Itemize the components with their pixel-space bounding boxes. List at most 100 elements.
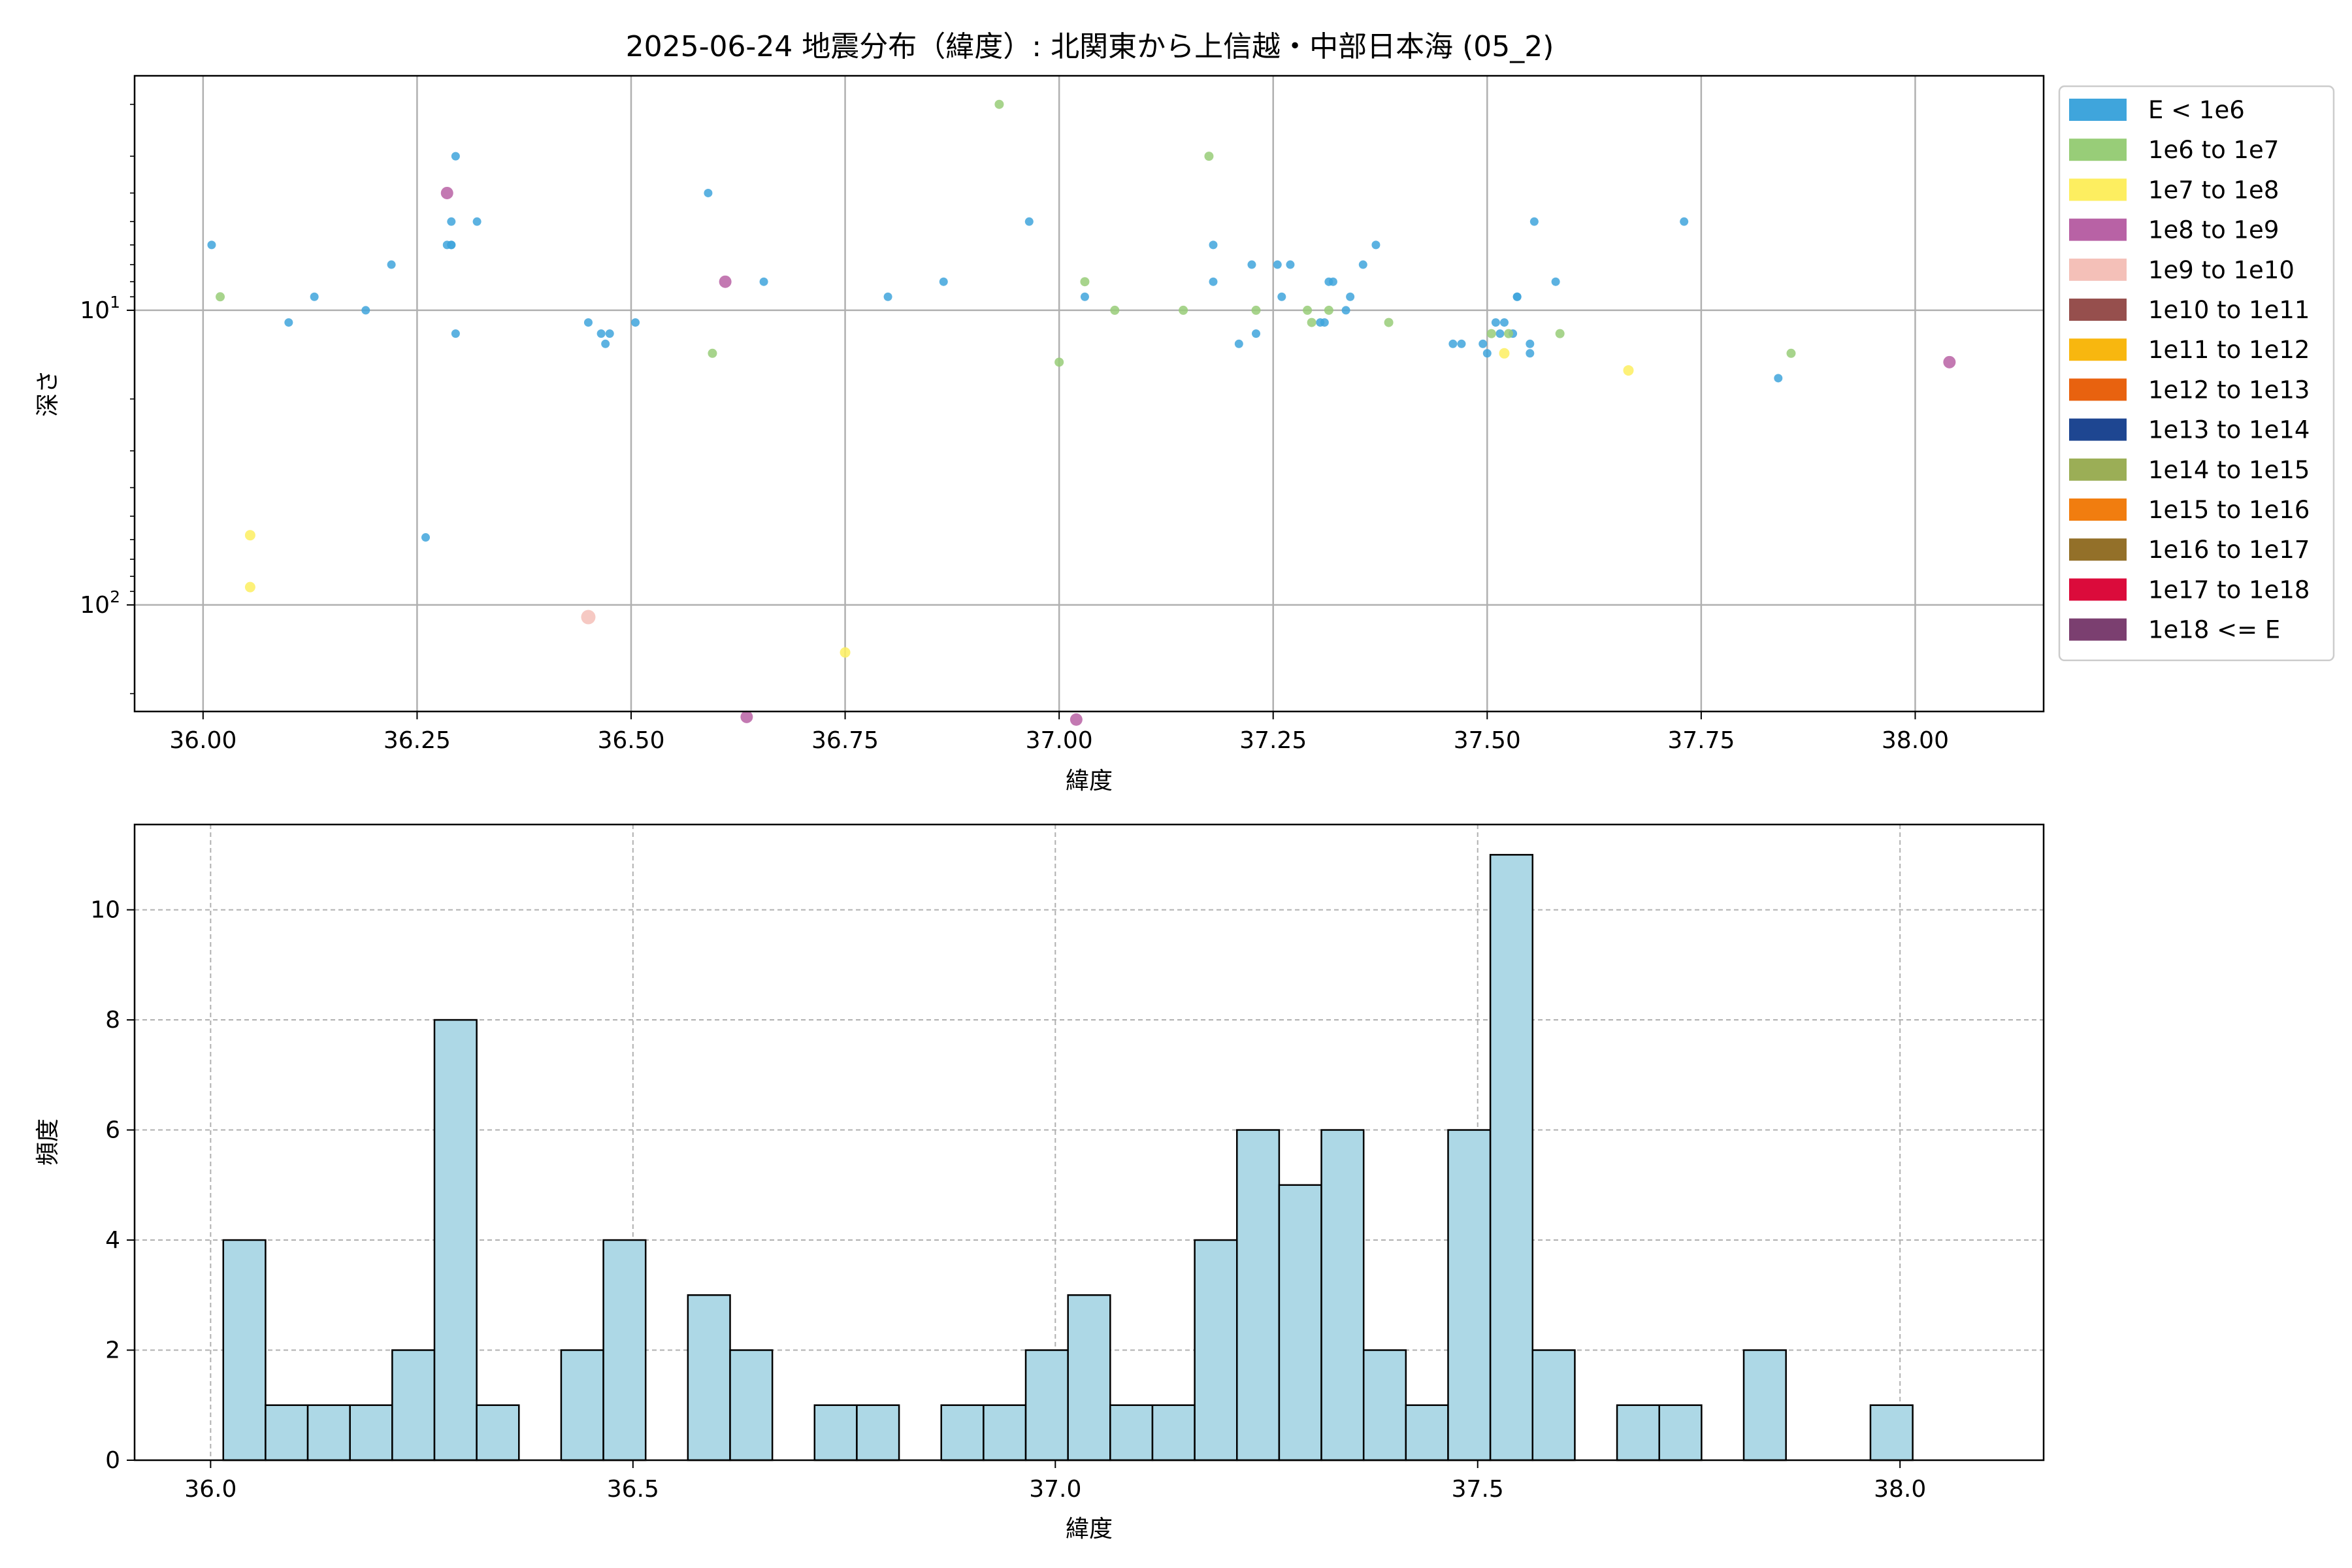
scatter-plot-frame — [133, 74, 2045, 713]
scatter-point — [1500, 318, 1509, 327]
legend-swatch — [2069, 458, 2127, 481]
scatter-point — [244, 581, 255, 593]
legend-swatch — [2069, 418, 2127, 441]
scatter-point — [1277, 292, 1286, 301]
scatter-x-tick-label: 37.25 — [1239, 727, 1307, 754]
scatter-point — [1486, 329, 1496, 338]
histogram-bar — [1024, 1349, 1069, 1462]
histogram-x-tick-label: 36.0 — [184, 1476, 237, 1503]
scatter-point — [1080, 292, 1089, 301]
histogram-bar — [687, 1294, 731, 1462]
scatter-x-axis-label: 緯度 — [1066, 768, 1113, 794]
histogram-y-tick-label: 6 — [105, 1117, 120, 1144]
histogram-bar — [1362, 1349, 1407, 1462]
histogram-bars — [222, 854, 1914, 1462]
scatter-point — [207, 240, 216, 250]
scatter-point — [1234, 339, 1243, 348]
scatter-point — [1478, 339, 1488, 348]
legend-label: 1e7 to 1e8 — [2148, 176, 2279, 204]
histogram-y-tick-label: 4 — [105, 1227, 120, 1254]
histogram-y-axis-label: 頻度 — [35, 1119, 61, 1166]
legend-swatch — [2069, 99, 2127, 121]
histogram-bar — [222, 1239, 267, 1462]
histogram-y-ticks: 0 2 4 6 8 10 — [90, 897, 135, 1474]
scatter-x-tick-label: 36.50 — [597, 727, 664, 754]
histogram-bar — [1447, 1129, 1492, 1462]
scatter-point — [583, 318, 593, 327]
histogram-bar — [1658, 1404, 1703, 1462]
scatter-point — [1054, 357, 1064, 367]
scatter-point — [740, 710, 753, 723]
histogram-bar — [602, 1239, 647, 1462]
scatter-point — [1491, 318, 1500, 327]
histogram-x-tick-label: 36.5 — [607, 1476, 659, 1503]
histogram-bar — [1489, 854, 1534, 1462]
histogram-bar — [1109, 1404, 1154, 1462]
scatter-point — [581, 610, 596, 625]
histogram-bar — [813, 1404, 858, 1462]
histogram-x-tick-label: 38.0 — [1874, 1476, 1926, 1503]
scatter-point — [1504, 329, 1514, 338]
histogram-bar — [1236, 1129, 1281, 1462]
scatter-y-tick-label: 102 — [80, 587, 120, 619]
legend-swatch — [2069, 299, 2127, 321]
histogram-bar — [1405, 1404, 1449, 1462]
scatter-y-tick-label: 101 — [80, 293, 120, 324]
legend-box — [2058, 85, 2335, 662]
scatter-point — [1179, 305, 1188, 315]
scatter-point — [883, 292, 892, 301]
scatter-point — [447, 217, 456, 226]
scatter-point — [216, 292, 225, 302]
scatter-point — [605, 329, 614, 338]
histogram-y-tick-label: 2 — [105, 1337, 120, 1364]
scatter-point — [1303, 305, 1313, 315]
legend-label: E < 1e6 — [2148, 96, 2245, 124]
histogram-bar — [476, 1404, 520, 1462]
legend-swatch — [2069, 218, 2127, 241]
scatter-x-tick-label: 36.75 — [811, 727, 879, 754]
scatter-point — [596, 329, 606, 338]
scatter-point — [1529, 217, 1539, 226]
histogram-bar — [560, 1349, 604, 1462]
scatter-point — [1247, 260, 1256, 269]
histogram-bar — [1194, 1239, 1238, 1462]
scatter-point — [387, 260, 396, 269]
legend-swatch — [2069, 578, 2127, 601]
histogram-y-tick-label: 8 — [105, 1007, 120, 1034]
scatter-points — [207, 99, 1956, 726]
scatter-point — [1204, 152, 1214, 161]
scatter-y-ticks: 101 102 — [80, 103, 135, 694]
legend-swatch — [2069, 139, 2127, 161]
scatter-point — [1273, 260, 1282, 269]
histogram-bar — [1278, 1184, 1322, 1462]
histogram-x-tick-label: 37.5 — [1452, 1476, 1504, 1503]
scatter-point — [1320, 318, 1329, 327]
legend-swatch — [2069, 618, 2127, 641]
scatter-x-ticks: 36.00 36.25 36.50 36.75 37.00 37.25 37.50 37.75… — [169, 711, 1949, 754]
scatter-point — [1448, 339, 1458, 348]
scatter-x-tick-label: 37.00 — [1026, 727, 1093, 754]
scatter-point — [1209, 277, 1218, 286]
histogram-x-axis-label: 緯度 — [1066, 1516, 1113, 1543]
scatter-point — [1251, 305, 1261, 315]
scatter-point — [1286, 260, 1295, 269]
scatter-point — [447, 240, 456, 250]
legend-swatch — [2069, 178, 2127, 201]
scatter-point — [1384, 318, 1394, 327]
histogram-bar — [349, 1404, 393, 1462]
histogram-bar — [1151, 1404, 1196, 1462]
scatter-x-tick-label: 36.00 — [169, 727, 237, 754]
legend-swatch — [2069, 538, 2127, 561]
scatter-gridlines — [135, 76, 2044, 711]
scatter-point — [1774, 374, 1783, 383]
legend-label: 1e11 to 1e12 — [2148, 336, 2310, 364]
scatter-point — [244, 530, 255, 541]
scatter-point — [759, 277, 768, 286]
scatter-x-tick-label: 36.25 — [384, 727, 451, 754]
histogram-bar — [1869, 1404, 1914, 1462]
scatter-point — [1324, 305, 1333, 315]
scatter-point — [601, 339, 610, 348]
scatter-point — [1499, 348, 1510, 359]
legend-swatch — [2069, 498, 2127, 521]
